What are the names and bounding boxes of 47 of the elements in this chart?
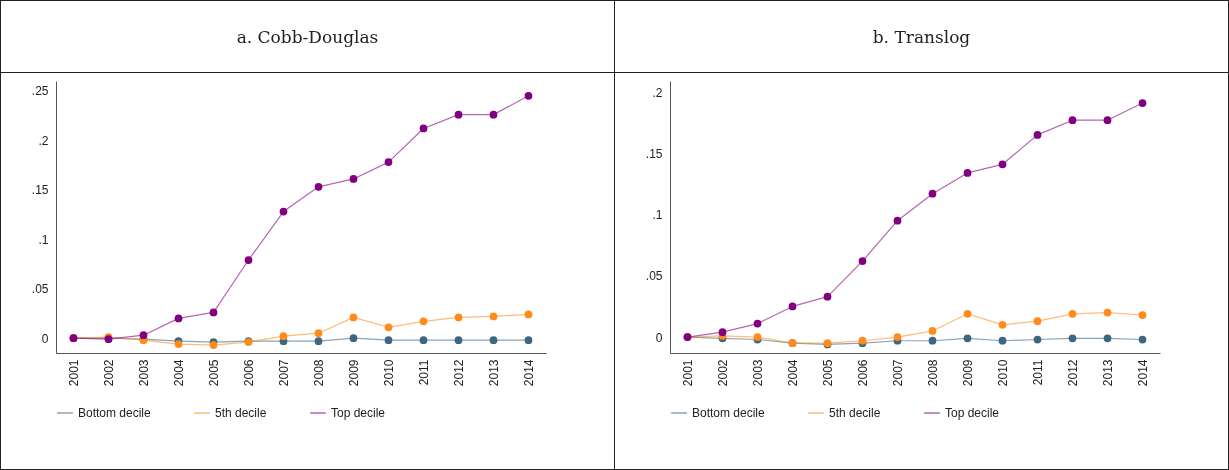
- x-tick-label: 2012: [452, 359, 466, 387]
- y-tick-label: .1: [652, 208, 663, 223]
- x-tick-label: 2007: [277, 359, 291, 387]
- x-tick-label: 2005: [821, 359, 835, 387]
- x-tick-label: 2003: [751, 359, 765, 387]
- x-tick-label: 2010: [382, 359, 396, 387]
- y-tick-label: .15: [645, 146, 663, 161]
- x-tick-label: 2010: [996, 359, 1010, 387]
- legend-label: Bottom decile: [78, 406, 152, 420]
- x-tick-label: 2008: [926, 359, 940, 387]
- x-tick-label: 2009: [347, 359, 361, 387]
- legend-label: 5th decile: [215, 406, 267, 420]
- y-tick-label: .2: [652, 85, 663, 100]
- x-tick-label: 2014: [522, 359, 536, 387]
- y-tick-label: .15: [31, 183, 49, 198]
- x-tick-label: 2007: [891, 359, 905, 387]
- x-tick-label: 2014: [1136, 359, 1150, 387]
- x-tick-label: 2013: [487, 359, 501, 387]
- y-tick-label: .2: [38, 133, 49, 148]
- legend-label: Top decile: [331, 406, 386, 420]
- x-tick-label: 2001: [67, 359, 81, 387]
- legend-label: 5th decile: [829, 406, 881, 420]
- x-tick-label: 2002: [716, 359, 730, 387]
- x-tick-label: 2003: [137, 359, 151, 387]
- x-tick-label: 2013: [1101, 359, 1115, 387]
- chart-title: b. Translog: [615, 1, 1228, 73]
- y-tick-label: .05: [31, 282, 49, 297]
- y-tick-label: .05: [645, 269, 663, 284]
- x-tick-label: 2004: [786, 359, 800, 387]
- x-tick-label: 2006: [856, 359, 870, 387]
- legend-label: Bottom decile: [692, 406, 766, 420]
- y-tick-label: .25: [31, 84, 49, 99]
- x-tick-label: 2002: [102, 359, 116, 387]
- y-tick-label: .1: [38, 232, 49, 247]
- x-tick-label: 2009: [961, 359, 975, 387]
- x-tick-label: 2008: [312, 359, 326, 387]
- x-tick-label: 2001: [681, 359, 695, 387]
- y-tick-label: 0: [41, 331, 49, 346]
- x-tick-label: 2005: [207, 359, 221, 387]
- x-tick-label: 2006: [242, 359, 256, 387]
- x-tick-label: 2012: [1066, 359, 1080, 387]
- x-tick-label: 2011: [1031, 359, 1045, 386]
- y-tick-label: 0: [655, 330, 663, 345]
- legend-label: Top decile: [945, 406, 1000, 420]
- x-tick-label: 2004: [172, 359, 186, 387]
- x-tick-label: 2011: [417, 359, 431, 386]
- chart-title: a. Cobb-Douglas: [1, 1, 614, 73]
